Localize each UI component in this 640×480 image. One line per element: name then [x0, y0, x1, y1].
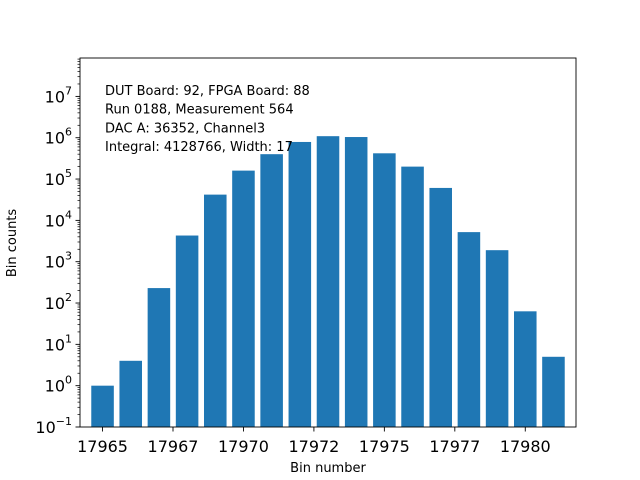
bar [514, 311, 537, 427]
annotation-box: DUT Board: 92, FPGA Board: 88 Run 0188, M… [105, 84, 310, 155]
bar [373, 153, 396, 428]
annotation-line: Integral: 4128766, Width: 17 [105, 140, 293, 155]
bar [91, 385, 114, 427]
bar [204, 194, 227, 427]
x-tick-label: 17970 [218, 437, 269, 456]
annotation-line: DUT Board: 92, FPGA Board: 88 [105, 84, 310, 99]
y-tick-label: 102 [45, 291, 72, 313]
bar [175, 235, 199, 427]
y-axis-label: Bin counts [5, 209, 20, 278]
bar [429, 187, 452, 427]
bar [316, 136, 340, 427]
x-axis-label: Bin number [290, 461, 366, 476]
x-tick-label: 17965 [77, 437, 128, 456]
x-tick-label: 17980 [500, 437, 551, 456]
bar [401, 166, 424, 427]
bar [147, 288, 171, 427]
y-tick-label: 100 [45, 374, 72, 396]
bar [344, 137, 368, 427]
bar [119, 360, 142, 427]
y-tick-label: 10−1 [35, 415, 72, 437]
y-tick-label: 101 [45, 332, 72, 354]
bar [288, 141, 312, 427]
y-ticks-group: 10−1 100 101 102 103 104 105 106 107 [35, 58, 80, 437]
annotation-line: DAC A: 36352, Channel3 [105, 121, 265, 136]
y-tick-label: 105 [45, 167, 72, 189]
bar [485, 250, 509, 427]
x-tick-label: 17972 [288, 437, 339, 456]
y-tick-label: 106 [45, 126, 72, 148]
y-tick-label: 107 [45, 84, 72, 106]
x-ticks-group: 17965 17967 17970 17972 17975 17977 17980 [77, 427, 551, 456]
annotation-line: Run 0188, Measurement 564 [105, 103, 294, 118]
bar [457, 232, 481, 427]
x-tick-label: 17975 [359, 437, 410, 456]
bars-group [91, 136, 565, 428]
y-tick-label: 104 [45, 208, 72, 230]
x-tick-label: 17977 [429, 437, 480, 456]
plot-frame [79, 57, 577, 428]
bar [542, 356, 565, 427]
bar [260, 154, 283, 427]
y-tick-label: 103 [45, 250, 72, 272]
bar [232, 170, 255, 427]
x-tick-label: 17967 [148, 437, 199, 456]
